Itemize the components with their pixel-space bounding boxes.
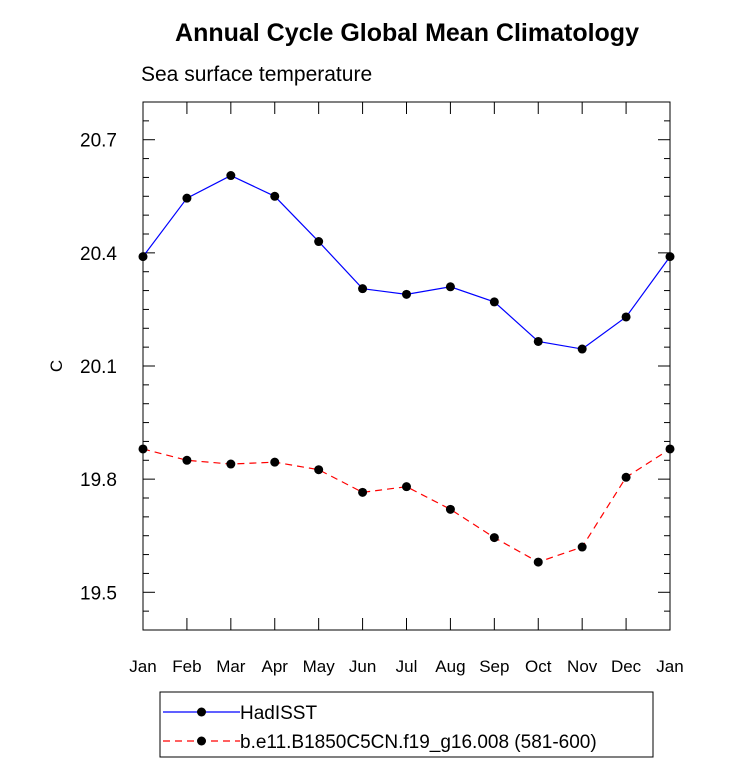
y-tick-label: 20.1 — [80, 357, 117, 378]
legend-label-model: b.e11.B1850C5CN.f19_g16.008 (581-600) — [240, 732, 597, 753]
series-1-point — [489, 533, 499, 543]
y-axis-label: C — [47, 360, 66, 372]
series-0-point — [402, 289, 411, 299]
series-1-point — [358, 487, 368, 497]
series-0-point — [621, 312, 631, 322]
x-tick-label: May — [303, 657, 336, 676]
y-axis-tick-labels: 19.5 19.8 20.1 20.4 20.7 — [80, 131, 117, 605]
series-1-point — [226, 459, 236, 469]
series-0-point — [314, 237, 324, 247]
series-1-point — [138, 444, 148, 454]
series-1-point — [402, 482, 411, 492]
series-1-point — [445, 504, 455, 514]
series-1-point — [182, 455, 192, 465]
series-1-point — [314, 465, 324, 475]
legend: HadISST b.e11.B1850C5CN.f19_g16.008 (581… — [159, 691, 654, 758]
x-tick-label: Nov — [567, 657, 598, 676]
chart-subtitle: Sea surface temperature — [141, 63, 372, 86]
series-0-point — [270, 191, 280, 201]
series-0-point — [489, 297, 499, 307]
x-tick-label: Jan — [656, 657, 683, 676]
series-1-point — [665, 444, 675, 454]
series-1-point — [533, 557, 543, 567]
x-tick-label: Mar — [216, 657, 246, 676]
x-axis-ticks — [142, 102, 671, 630]
legend-label-hadisst: HadISST — [240, 703, 317, 724]
chart-title: Annual Cycle Global Mean Climatology — [175, 19, 639, 47]
x-tick-label: Jan — [129, 657, 156, 676]
series-0-point — [182, 193, 192, 203]
legend-marker-model — [197, 736, 206, 746]
series-1-point — [621, 472, 631, 482]
plot-frame — [142, 101, 671, 631]
series-0-point — [138, 252, 148, 262]
x-tick-label: Dec — [611, 657, 642, 676]
x-tick-label: Apr — [262, 657, 289, 676]
series-1-point — [577, 542, 587, 552]
series-line-0 — [142, 174, 671, 350]
legend-box — [159, 691, 654, 758]
series-0-point — [665, 252, 675, 262]
y-tick-label: 19.8 — [80, 470, 117, 491]
series-0-point — [226, 171, 236, 181]
legend-marker-hadisst — [197, 707, 206, 717]
y-tick-label: 20.7 — [80, 131, 117, 152]
y-axis-ticks — [143, 101, 670, 631]
series-0-point — [577, 344, 587, 354]
series-0-point — [358, 284, 368, 294]
x-tick-label: Sep — [479, 657, 509, 676]
x-tick-label: Oct — [525, 657, 552, 676]
y-tick-label: 20.4 — [80, 244, 117, 265]
series-1-point — [270, 457, 280, 467]
x-axis-tick-labels: Jan Feb Mar Apr May Jun Jul Aug Sep Oct Nov Dec Jan — [129, 657, 683, 676]
series-0-point — [533, 336, 543, 346]
series-0-point — [445, 282, 455, 292]
x-tick-label: Feb — [172, 657, 201, 676]
series-layer — [138, 171, 675, 567]
y-tick-label: 19.5 — [80, 583, 117, 604]
x-tick-label: Jul — [396, 657, 418, 676]
x-tick-label: Jun — [349, 657, 376, 676]
x-tick-label: Aug — [435, 657, 465, 676]
series-line-1 — [142, 448, 671, 563]
